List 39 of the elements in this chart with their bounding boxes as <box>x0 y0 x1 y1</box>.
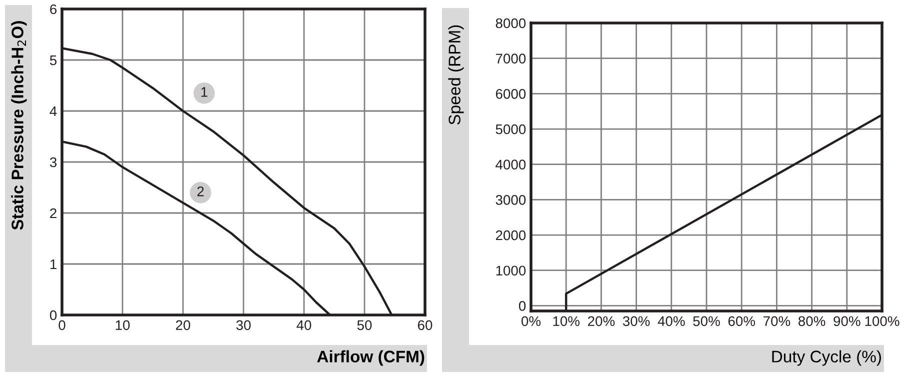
y-axis-title: Speed (RPM) <box>448 25 464 125</box>
y-tick-label: 2000 <box>496 230 526 240</box>
x-tick-label: 80% <box>798 316 826 326</box>
x-tick-label: 10% <box>553 316 580 326</box>
x-axis-title: Airflow (CFM) <box>317 350 424 366</box>
x-tick-label: 0% <box>522 316 541 326</box>
x-tick-label: 50% <box>693 316 720 326</box>
y-tick-label: 2 <box>50 208 56 218</box>
y-tick-label: 7000 <box>496 54 526 64</box>
y-tick-label: 8000 <box>496 18 526 28</box>
annotation: 2 <box>197 186 204 196</box>
x-tick-label: 70% <box>764 316 790 326</box>
y-tick-label: 1000 <box>496 266 526 276</box>
x-tick-label: 60 <box>418 320 432 330</box>
x-tick-label: 40 <box>296 320 312 330</box>
x-tick-label: 20% <box>588 316 615 326</box>
y-tick-label: 1 <box>50 259 56 270</box>
x-tick-label: 100% <box>865 316 900 326</box>
x-tick-label: 90% <box>834 316 860 326</box>
x-tick-label: 30 <box>236 320 251 330</box>
y-tick-label: 4000 <box>496 160 526 170</box>
y-tick-label: 5 <box>50 55 57 66</box>
x-tick-label: 30% <box>622 316 650 326</box>
y-tick-label: 5000 <box>496 124 526 134</box>
x-axis-title: Duty Cycle (%) <box>772 350 881 366</box>
x-tick-label: 60% <box>728 316 756 326</box>
y-axis-title: Static Pressure (Inch-H$_{2}$O) <box>11 21 27 230</box>
y-tick-label: 3000 <box>496 195 526 205</box>
x-tick-label: 20 <box>176 320 190 330</box>
x-tick-label: 50 <box>357 320 372 330</box>
y-tick-label: 6 <box>50 4 57 14</box>
x-tick-label: 10 <box>116 320 130 330</box>
y-tick-label: 3 <box>50 157 57 168</box>
y-tick-label: 0 <box>518 301 526 311</box>
x-tick-label: 40% <box>658 316 685 326</box>
annotation: 1 <box>201 87 208 97</box>
y-tick-label: 6000 <box>496 89 526 99</box>
y-tick-label: 4 <box>50 106 57 116</box>
x-tick-label: 0 <box>58 320 66 330</box>
